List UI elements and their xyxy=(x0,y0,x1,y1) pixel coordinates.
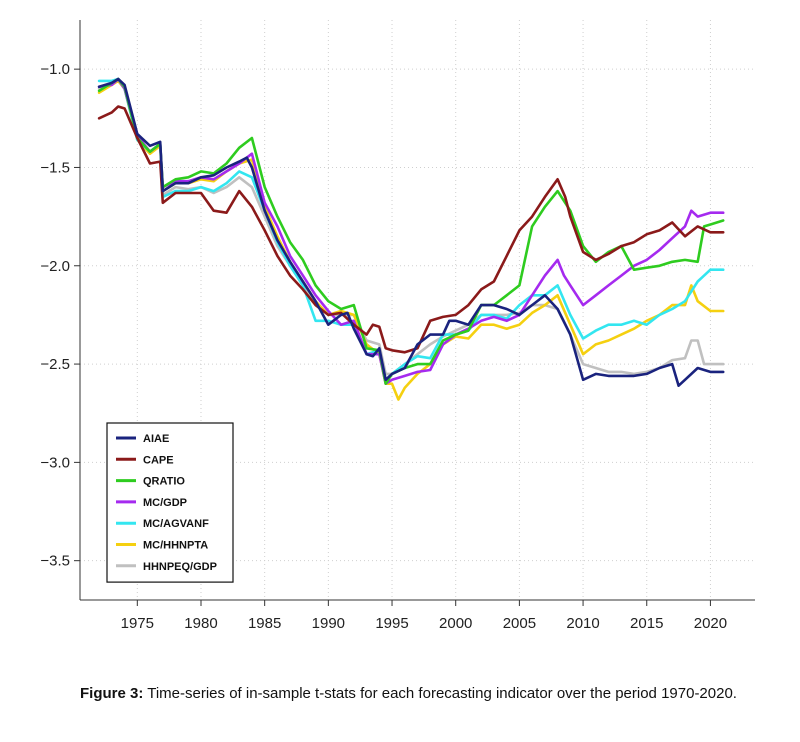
caption-text: Time-series of in-sample t-stats for eac… xyxy=(143,685,737,702)
series-lines xyxy=(97,77,725,401)
series-line-qratio xyxy=(97,77,725,385)
legend: AIAE CAPE QRATIO MC/GDP MC/AGVANF MC/HHNPTA HH… xyxy=(106,422,234,583)
x-tick-label: 2000 xyxy=(439,615,472,632)
caption-label: Figure 3: xyxy=(80,685,144,702)
legend-label-hhnpeq-gdp: HHNPEQ/GDP xyxy=(143,561,217,573)
x-tick-label: 1980 xyxy=(184,615,217,632)
legend-label-mc-hhnpta: MC/HHNPTA xyxy=(143,540,208,552)
y-tick-label: −1.5 xyxy=(40,159,70,176)
x-tick-label: 2015 xyxy=(630,615,663,632)
figure-caption: Figure 3: Time-series of in-sample t-sta… xyxy=(80,683,770,705)
legend-label-aiae: AIAE xyxy=(143,433,169,445)
y-tick-label: −2.5 xyxy=(40,356,70,373)
x-tick-label: 1990 xyxy=(312,615,345,632)
series-line-cape xyxy=(97,105,725,354)
series-line-mc-agvanf xyxy=(97,77,725,382)
series-line-mc-hhnpta xyxy=(97,79,725,401)
y-tick-label: −3.0 xyxy=(40,454,70,471)
y-tick-label: −3.5 xyxy=(40,553,70,570)
y-tick-label: −1.0 xyxy=(40,61,70,78)
series-line-aiae xyxy=(97,77,725,387)
x-tick-label: 2005 xyxy=(503,615,536,632)
x-tick-label: 2010 xyxy=(566,615,599,632)
legend-label-qratio: QRATIO xyxy=(143,476,185,488)
legend-label-cape: CAPE xyxy=(143,454,174,466)
x-tick-label: 1995 xyxy=(375,615,408,632)
x-tick-label: 2020 xyxy=(694,615,727,632)
legend-label-mc-gdp: MC/GDP xyxy=(143,497,187,509)
x-tick-label: 1985 xyxy=(248,615,281,632)
axes: −1.0 −1.5 −2.0 −2.5 −3.0 −3.5 1975 1980 1985 1990… xyxy=(40,20,755,632)
legend-label-mc-agvanf: MC/AGVANF xyxy=(143,518,209,530)
y-tick-label: −2.0 xyxy=(40,258,70,275)
x-tick-label: 1975 xyxy=(121,615,154,632)
series-line-mc-gdp xyxy=(97,77,725,385)
